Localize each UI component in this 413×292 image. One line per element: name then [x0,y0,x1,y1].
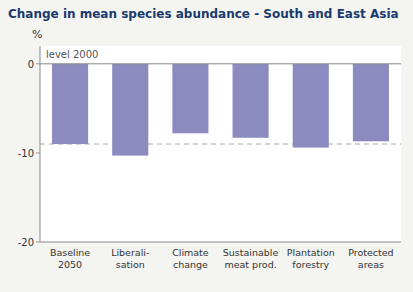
x-tick-label: Liberali-sation [111,247,149,270]
y-tick [36,152,40,153]
y-tick-label: 0 [28,59,34,70]
x-tick-label-line: Protected [348,247,393,258]
zero-line [40,63,401,64]
annotation: level 2000 [46,49,98,60]
bar [52,64,88,144]
x-tick-label: Baseline2050 [50,247,90,270]
x-tick-label: Climatechange [172,247,209,270]
y-axis-label: % [32,28,42,41]
x-tick-label-line: forestry [292,259,329,270]
bar [112,64,148,156]
y-tick-label: -10 [18,148,34,159]
x-tick-label-line: Baseline [50,247,90,258]
x-axis-line [40,242,401,243]
chart-container: Change in mean species abundance - South… [0,0,413,292]
x-tick-label-line: Plantation [287,247,335,258]
x-tick-label-line: Climate [172,247,209,258]
x-tick-label: Plantationforestry [287,247,335,270]
x-tick-label: Protectedareas [348,247,393,270]
x-tick-label-line: Liberali- [111,247,149,258]
x-tick-label-line: change [173,259,208,270]
x-tick-label-line: sation [116,259,145,270]
bar [233,64,269,138]
y-axis-line [40,46,41,242]
x-tick-label: Sustainablemeat prod. [223,247,279,270]
bar [353,64,389,142]
x-tick-label-line: areas [358,259,384,270]
bars [40,64,401,156]
bar [293,64,329,148]
y-tick [36,63,40,64]
x-tick-label-line: Sustainable [223,247,279,258]
y-tick [36,242,40,243]
reference-line [40,144,401,145]
plot-background [40,46,401,242]
x-tick-label-line: meat prod. [224,259,276,270]
y-tick-label: -20 [18,237,34,248]
x-tick-label-line: 2050 [58,259,82,270]
title: Change in mean species abundance - South… [8,7,399,21]
bar [172,64,208,133]
chart-svg: Change in mean species abundance - South… [0,0,413,292]
page: {"chart_data": {"type": "bar", "title": … [0,0,413,292]
